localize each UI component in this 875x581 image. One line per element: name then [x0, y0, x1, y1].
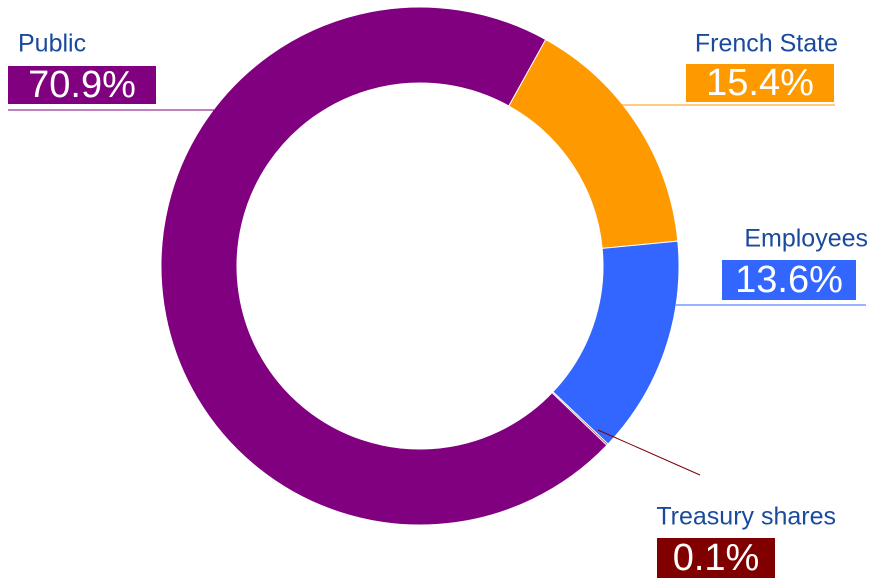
slice	[508, 38, 679, 249]
slice-name: French State	[695, 30, 838, 58]
value-label: 70.9%	[28, 64, 136, 106]
slice	[551, 391, 609, 446]
value-box	[8, 66, 156, 104]
slice-name: Public	[18, 30, 86, 58]
slice	[160, 6, 608, 526]
value-label: 13.6%	[735, 259, 843, 301]
value-box	[686, 64, 834, 102]
value-box	[657, 538, 775, 578]
leader-line	[597, 429, 701, 476]
value-label: 15.4%	[706, 62, 814, 104]
slice-name: Treasury shares	[656, 503, 836, 531]
slice-name: Employees	[744, 225, 868, 253]
value-label: 0.1%	[673, 537, 760, 579]
value-box	[722, 260, 856, 300]
